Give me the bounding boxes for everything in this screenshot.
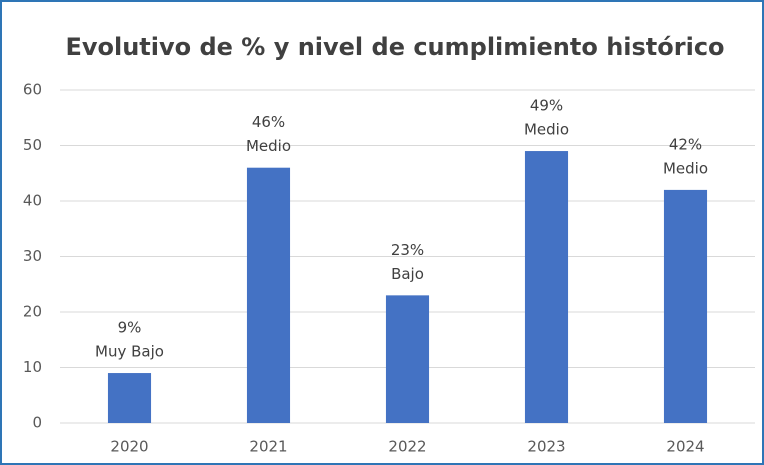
- y-tick-label: 50: [23, 136, 42, 154]
- x-tick-label: 2024: [666, 438, 704, 456]
- chart-title: Evolutivo de % y nivel de cumplimiento h…: [65, 33, 724, 61]
- x-tick-label: 2023: [527, 438, 565, 456]
- bar: [663, 189, 708, 423]
- x-tick-label: 2022: [388, 438, 426, 456]
- bar: [107, 373, 152, 423]
- y-tick-label: 30: [23, 247, 42, 265]
- y-tick-label: 40: [23, 192, 42, 210]
- y-tick-label: 60: [23, 81, 42, 99]
- bar: [524, 151, 569, 424]
- level-label: Bajo: [391, 265, 424, 283]
- level-label: Medio: [663, 159, 708, 177]
- x-tick-label: 2021: [249, 438, 287, 456]
- y-tick-label: 20: [23, 303, 42, 321]
- data-label: 42%: [669, 135, 702, 153]
- data-label: 9%: [118, 319, 142, 337]
- level-label: Muy Bajo: [95, 343, 164, 361]
- level-label: Medio: [246, 137, 291, 155]
- y-tick-label: 10: [23, 358, 42, 376]
- data-label: 23%: [391, 241, 424, 259]
- bar: [385, 295, 430, 423]
- bar: [246, 167, 291, 423]
- data-label: 49%: [530, 97, 563, 115]
- y-tick-label: 0: [32, 414, 42, 432]
- level-label: Medio: [524, 121, 569, 139]
- data-label: 46%: [252, 113, 285, 131]
- x-tick-label: 2020: [110, 438, 148, 456]
